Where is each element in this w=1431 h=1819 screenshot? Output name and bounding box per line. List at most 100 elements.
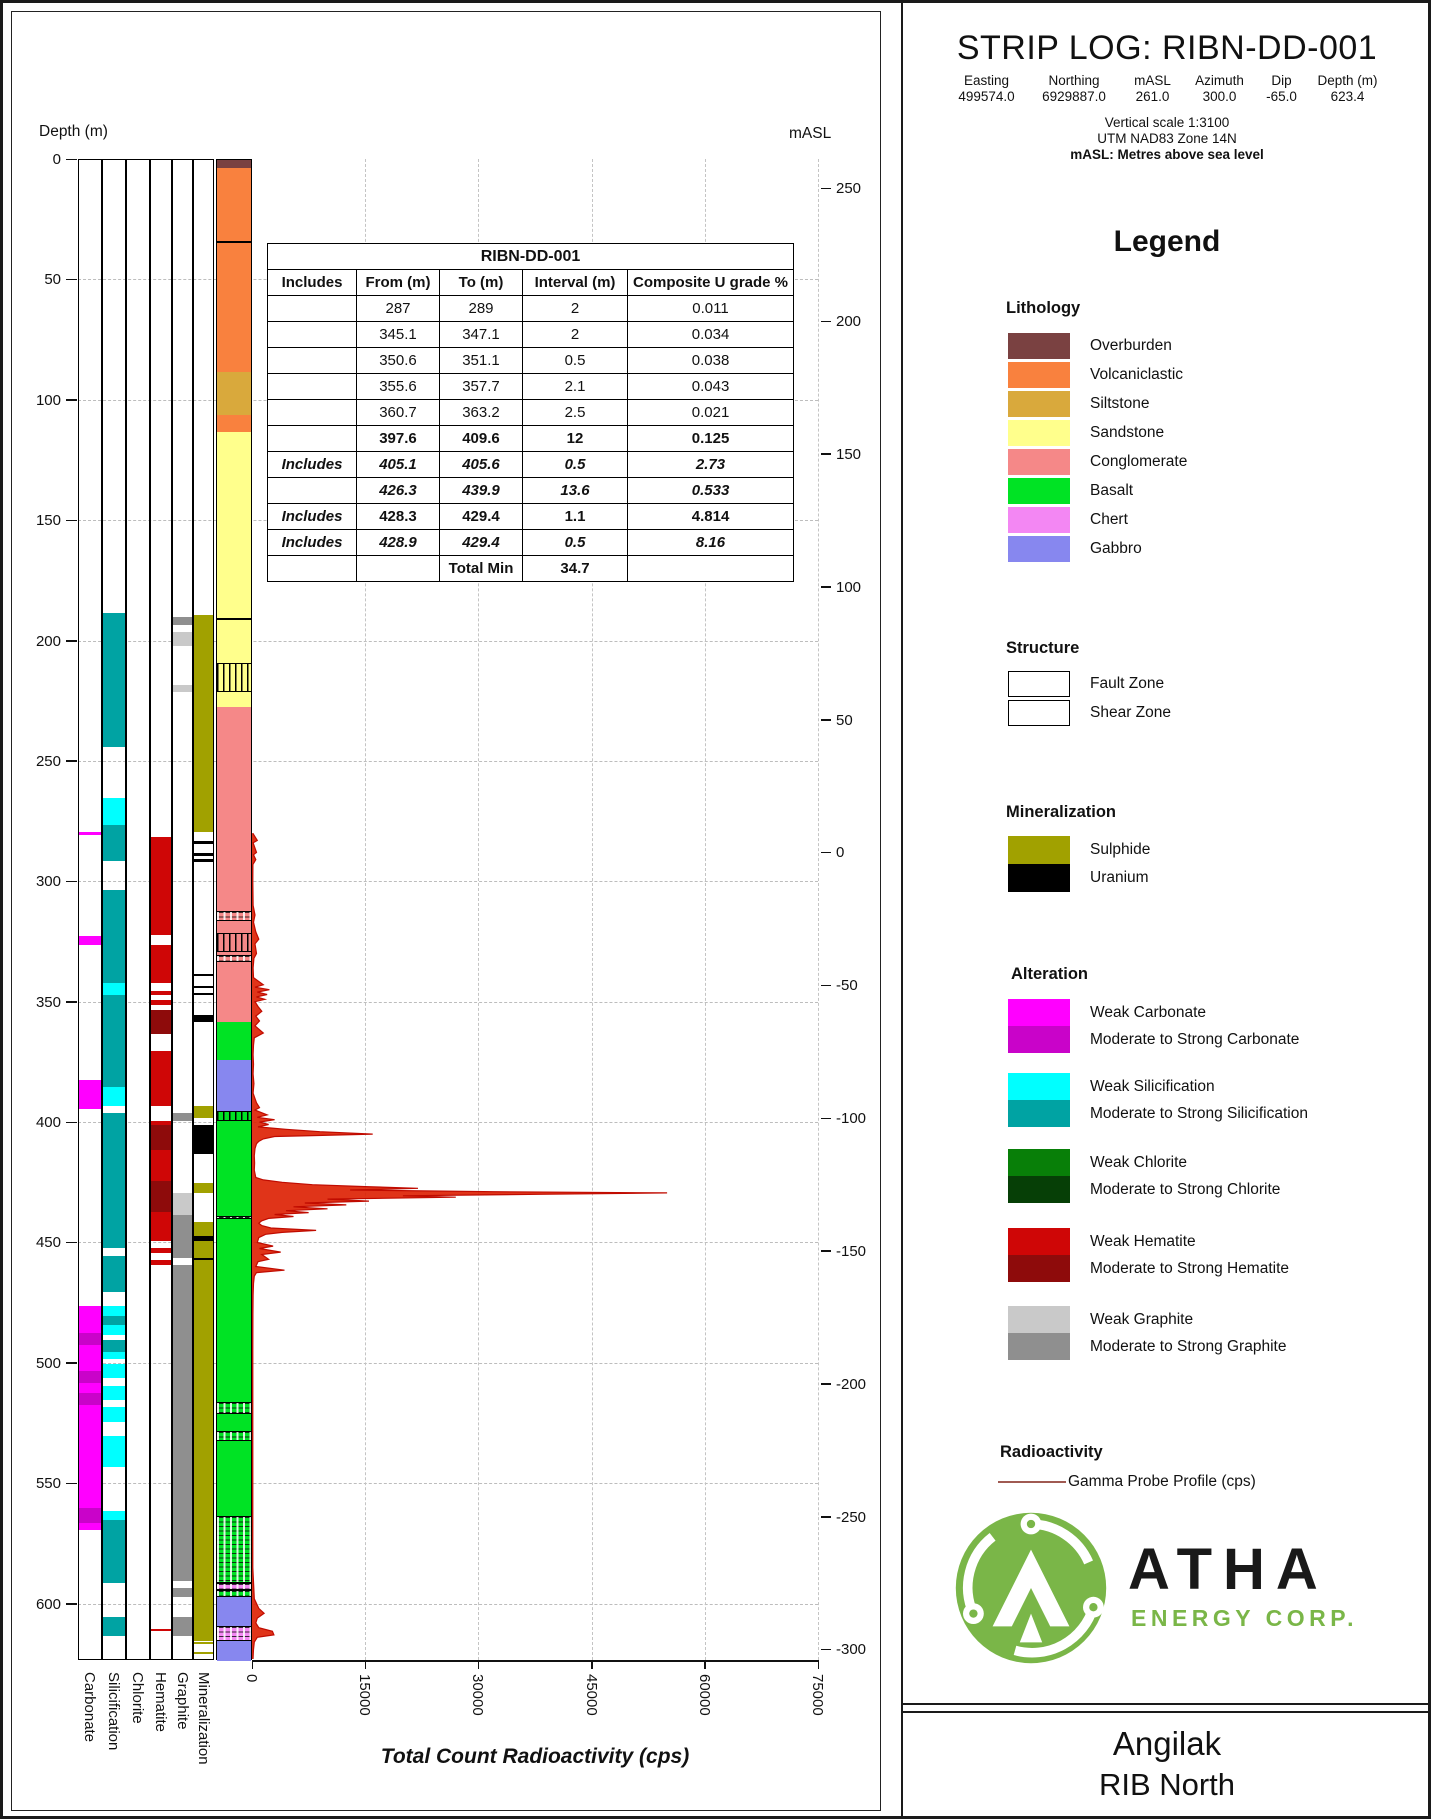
fault-zone-overlay [217, 932, 251, 953]
gamma-axis-title: Total Count Radioactivity (cps) [380, 1745, 690, 1768]
legend-swatch-hematite_weak [1008, 1228, 1070, 1255]
gamma-profile-plot [252, 832, 668, 1660]
legend-section-radioactivity: Radioactivity [1000, 1443, 1103, 1461]
legend-swatch-shear-zone [1008, 700, 1070, 726]
graphite-column [172, 159, 193, 1660]
carbonate-interval [79, 831, 101, 836]
footer-separator-line [903, 1711, 1428, 1713]
collar-values: 499574.0 6929887.0 261.0 300.0 -65.0 623.4 [903, 89, 1428, 104]
depth-tick [66, 519, 77, 522]
hematite-interval [151, 1212, 171, 1242]
lithology-contact-line [217, 240, 251, 243]
shear-zone-overlay [217, 1582, 251, 1591]
legend-label-chert: Chert [1090, 511, 1128, 528]
table-row: Includes 428.3 429.4 1.1 4.814 [267, 503, 795, 530]
strip-log-frame [11, 11, 881, 1811]
depth-gridline [78, 1483, 818, 1485]
table-header-composite-u-grade-: Composite U grade % [626, 269, 795, 296]
gamma-axis-line [252, 1660, 818, 1662]
depth-gridline [78, 1001, 818, 1003]
table-header-interval-m-: Interval (m) [522, 269, 628, 296]
masl-tick [821, 453, 831, 455]
cell-grade: 0.038 [626, 347, 795, 374]
legend-swatch-basalt [1008, 478, 1070, 504]
depth-tick-label: 400 [35, 1114, 61, 1132]
cell-includes [267, 399, 357, 426]
table-row: 360.7 363.2 2.5 0.021 [267, 399, 795, 426]
depth-tick-label: 50 [44, 271, 61, 289]
shear-zone-overlay [217, 1402, 251, 1415]
gamma-tick-label: 75000 [809, 1674, 826, 1716]
hematite-interval [151, 1248, 171, 1254]
mineralization-interval [194, 1221, 213, 1237]
legend-label-carbonate_strong: Moderate to Strong Carbonate [1090, 1031, 1300, 1048]
shear-zone-overlay [217, 1590, 251, 1598]
cell-from: 426.3 [356, 477, 440, 504]
legend-section-structure: Structure [1006, 639, 1080, 657]
masl-tick [821, 1648, 831, 1651]
depth-tick-label: 600 [35, 1595, 61, 1613]
column-label-hematite: Hematite [152, 1672, 169, 1733]
mineralization-interval [194, 985, 213, 989]
cell-to: 405.6 [439, 451, 523, 478]
legend-label-chlorite_strong: Moderate to Strong Chlorite [1090, 1181, 1281, 1198]
column-label-carbonate: Carbonate [81, 1672, 98, 1743]
cell-includes [267, 555, 357, 582]
cell-from: 350.6 [356, 347, 440, 374]
gamma-tick [817, 1660, 819, 1669]
mineralization-interval [194, 615, 213, 832]
legend-gamma-line-sample [998, 1481, 1066, 1483]
masl-tick [821, 1117, 831, 1120]
silicification-interval [103, 1407, 125, 1422]
masl-tick [821, 187, 831, 190]
shear-zone-overlay [217, 1626, 251, 1641]
mineralization-interval [194, 1260, 213, 1641]
column-label-chlorite: Chlorite [129, 1672, 146, 1724]
cell-includes: Includes [267, 503, 357, 530]
footer-area: RIB North [1098, 1767, 1236, 1802]
legend-label-overburden: Overburden [1090, 337, 1172, 354]
table-row: 350.6 351.1 0.5 0.038 [267, 347, 795, 374]
hematite-interval [151, 990, 171, 996]
collar-value-dip: -65.0 [1266, 89, 1297, 104]
gamma-gridline [818, 159, 819, 1660]
masl-tick-label: -200 [836, 1375, 867, 1393]
masl-tick [821, 851, 831, 854]
depth-tick [66, 1241, 77, 1244]
collar-header-northing: Northing [1048, 73, 1100, 88]
cell-to: 289 [439, 295, 523, 322]
lithology-interval-conglomerate [217, 706, 251, 1022]
cell-includes: Includes [267, 451, 357, 478]
gamma-tick-label: 15000 [356, 1674, 374, 1716]
silicification-interval [103, 1436, 125, 1468]
mineralization-interval [194, 1014, 213, 1022]
cell-to: 351.1 [439, 347, 523, 374]
depth-tick [66, 640, 77, 642]
legend-label-hematite_weak: Weak Hematite [1090, 1233, 1196, 1250]
silicification-interval [103, 995, 125, 1087]
legend-label-shear-zone: Shear Zone [1090, 704, 1171, 721]
graphite-interval [173, 1113, 192, 1121]
collar-header-dip: Dip [1271, 73, 1292, 88]
depth-tick [66, 1121, 77, 1124]
silicification-interval [103, 1510, 125, 1521]
silicification-interval [103, 798, 125, 825]
mineralization-interval [194, 859, 213, 862]
utm-note: UTM NAD83 Zone 14N [1097, 131, 1237, 146]
depth-tick [66, 1603, 77, 1605]
cell-grade: 0.043 [626, 373, 795, 400]
legend-label-uranium: Uranium [1090, 869, 1149, 886]
depth-gridline [78, 1242, 818, 1244]
shear-zone-overlay [217, 954, 251, 962]
cell-to: 357.7 [439, 373, 523, 400]
masl-tick-label: 0 [836, 844, 845, 862]
lithology-interval-siltstone [217, 371, 251, 416]
table-row: 397.6 409.6 12 0.125 [267, 425, 795, 452]
atha-logo-subtext: ENERGY CORP. [1131, 1605, 1358, 1631]
hematite-interval [151, 1260, 171, 1266]
legend-label-hematite_strong: Moderate to Strong Hematite [1090, 1260, 1290, 1277]
legend-swatch-uranium [1008, 864, 1070, 892]
mineralization-interval [194, 1125, 213, 1155]
legend-label-graphite_weak: Weak Graphite [1090, 1311, 1194, 1328]
cell-interval: 2.1 [522, 373, 628, 400]
